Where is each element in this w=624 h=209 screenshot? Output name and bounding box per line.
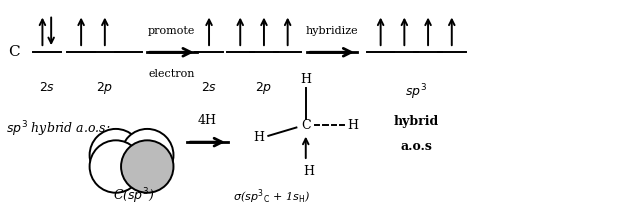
Text: H: H bbox=[347, 119, 358, 132]
Text: hybridize: hybridize bbox=[306, 25, 358, 36]
Text: H: H bbox=[300, 73, 311, 86]
Text: H: H bbox=[253, 131, 265, 144]
Text: promote: promote bbox=[148, 25, 195, 36]
Text: $2p$: $2p$ bbox=[255, 80, 273, 96]
Ellipse shape bbox=[90, 140, 142, 193]
Ellipse shape bbox=[121, 140, 173, 193]
Text: 4H: 4H bbox=[198, 115, 217, 127]
Ellipse shape bbox=[90, 129, 142, 181]
Text: electron: electron bbox=[149, 69, 195, 79]
Text: $2s$: $2s$ bbox=[201, 81, 217, 94]
Text: C: C bbox=[301, 119, 311, 132]
Text: C: C bbox=[8, 45, 19, 59]
Text: C($sp^3$): C($sp^3$) bbox=[114, 187, 155, 206]
Ellipse shape bbox=[121, 129, 173, 181]
Text: hybrid: hybrid bbox=[394, 115, 439, 128]
Text: $2s$: $2s$ bbox=[39, 81, 55, 94]
Text: $sp^3$: $sp^3$ bbox=[405, 82, 427, 102]
Text: a.o.s: a.o.s bbox=[400, 140, 432, 153]
Text: $\sigma$($sp^3{}_{\rm C}$ + 1$s_{\rm H}$): $\sigma$($sp^3{}_{\rm C}$ + 1$s_{\rm H}$… bbox=[233, 187, 310, 206]
Text: H: H bbox=[303, 165, 314, 178]
Text: $sp^3$ hybrid a.o.s:: $sp^3$ hybrid a.o.s: bbox=[6, 120, 111, 139]
Text: $2p$: $2p$ bbox=[96, 80, 114, 96]
